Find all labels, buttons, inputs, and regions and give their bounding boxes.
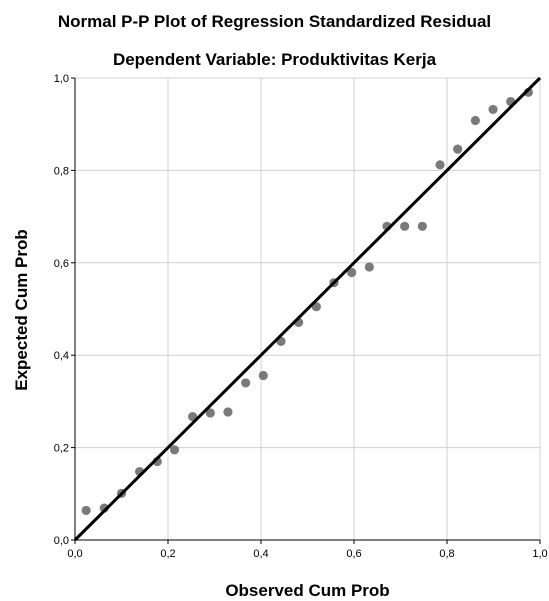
data-point <box>81 505 91 516</box>
data-point <box>400 221 410 231</box>
chart-title: Normal P-P Plot of Regression Standardiz… <box>57 12 492 31</box>
y-tick-label: 0,2 <box>54 443 69 455</box>
data-point <box>488 104 498 115</box>
data-point <box>169 445 180 455</box>
y-tick-label: 0,6 <box>54 258 69 270</box>
x-tick-label: 1,0 <box>532 548 547 560</box>
reference-line <box>73 76 542 542</box>
x-tick-label: 0,8 <box>439 548 454 560</box>
y-tick-label: 0,4 <box>54 350 69 362</box>
x-tick-label: 0,2 <box>160 548 175 560</box>
data-point <box>453 144 463 154</box>
y-axis-label: Expected Cum Prob <box>12 229 31 391</box>
y-tick-label: 0,0 <box>54 535 69 547</box>
x-tick-label: 0,4 <box>253 548 268 560</box>
data-point <box>258 370 268 381</box>
y-tick-label: 0,8 <box>54 165 69 177</box>
data-point <box>364 262 374 272</box>
x-axis-label: Observed Cum Prob <box>225 581 390 600</box>
data-point <box>223 407 233 417</box>
data-point <box>470 115 480 126</box>
y-tick-label: 1,0 <box>54 73 69 85</box>
x-tick-label: 0,6 <box>346 548 361 560</box>
data-point <box>241 378 251 388</box>
data-point <box>205 408 215 418</box>
chart-subtitle: Dependent Variable: Produktivitas Kerja <box>112 50 437 69</box>
data-point <box>435 160 445 170</box>
data-point <box>347 267 357 278</box>
x-tick-label: 0,0 <box>67 548 82 560</box>
data-point <box>417 221 427 231</box>
